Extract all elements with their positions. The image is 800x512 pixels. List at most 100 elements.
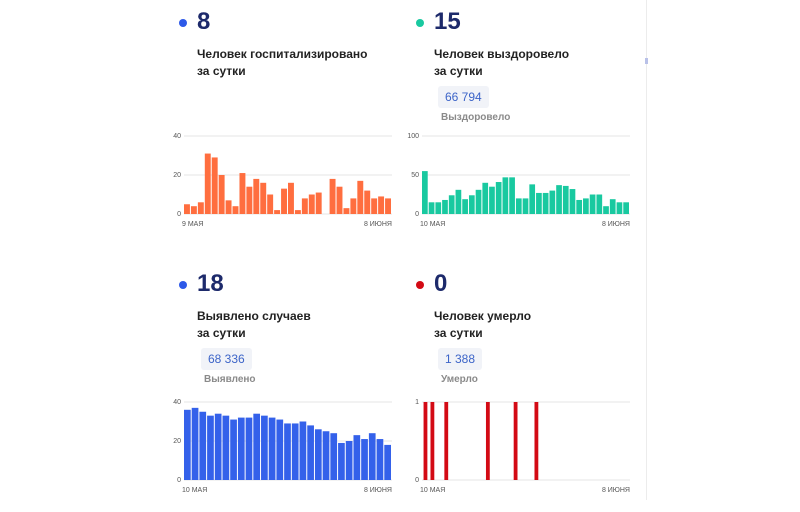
cases-bar	[314, 429, 322, 480]
hospitalized-bar	[232, 206, 239, 214]
deaths-panel: 0 Человек умерло за сутки 1 388 Умерло	[416, 270, 636, 512]
recovered-bar	[502, 177, 509, 214]
cases-bar	[368, 433, 376, 480]
cases-bar	[299, 421, 307, 480]
hospitalized-bar	[329, 178, 336, 214]
cases-bar	[214, 413, 222, 480]
cases-bar	[222, 415, 230, 480]
recovered-bar	[455, 189, 462, 214]
hospitalized-caption: Человек госпитализировано за сутки	[197, 46, 397, 80]
recovered-bar	[462, 199, 468, 214]
cases-bar	[191, 407, 199, 480]
hospitalized-ytick-label: 40	[173, 133, 181, 140]
hospitalized-bar	[197, 202, 204, 214]
cases-bar	[253, 413, 261, 480]
cases-bar	[245, 417, 253, 480]
recovered-ytick-label: 50	[411, 172, 419, 179]
cases-bar	[338, 442, 345, 480]
hospitalized-chart: 0 20 40 9 МАЯ 8 ИЮНЯ	[170, 132, 400, 232]
recovered-bar	[435, 202, 442, 214]
hospitalized-bar	[308, 194, 315, 214]
hospitalized-bar	[274, 210, 281, 214]
hospitalized-bar	[253, 178, 260, 214]
cases-bar	[184, 409, 191, 480]
recovered-bar	[442, 199, 448, 214]
deaths-total-label: Умерло	[441, 374, 478, 385]
cases-bar	[322, 431, 330, 480]
hospitalized-caption-line2: за сутки	[197, 64, 246, 78]
cases-bar	[261, 415, 268, 480]
cases-bar	[237, 417, 245, 480]
recovered-caption: Человек выздоровело за сутки	[434, 46, 634, 80]
hospitalized-x-start-label: 9 МАЯ	[182, 221, 203, 228]
hospitalized-bar	[246, 186, 253, 214]
cases-bar	[284, 423, 291, 480]
deaths-value: 0	[434, 270, 448, 297]
recovered-bar	[522, 198, 529, 214]
hospitalized-caption-line1: Человек госпитализировано	[197, 47, 368, 61]
recovered-ytick-label: 100	[407, 133, 419, 140]
cases-ytick-label: 40	[173, 399, 181, 406]
recovered-bar	[448, 195, 455, 214]
deaths-caption-line2: за сутки	[434, 326, 483, 340]
cases-ytick-label: 20	[173, 438, 181, 445]
recovered-caption-line1: Человек выздоровело	[434, 47, 570, 61]
cases-bar	[330, 433, 338, 480]
deaths-bar	[423, 402, 428, 480]
cases-bar	[230, 419, 237, 480]
hospitalized-bar	[204, 153, 211, 214]
deaths-bar	[444, 402, 449, 480]
deaths-bar	[430, 402, 435, 480]
hospitalized-bar	[315, 192, 322, 214]
hospitalized-ytick-label: 0	[177, 211, 181, 218]
recovered-x-end-label: 8 ИЮНЯ	[602, 221, 630, 228]
scroll-indicator[interactable]	[645, 58, 648, 64]
hospitalized-bar	[378, 196, 385, 214]
recovered-caption-line2: за сутки	[434, 64, 483, 78]
cases-bar	[345, 441, 353, 480]
recovered-bar	[556, 185, 562, 214]
cases-dot	[179, 281, 187, 289]
recovered-total-label: Выздоровело	[441, 112, 511, 123]
recovered-bar	[468, 195, 475, 214]
hospitalized-bar	[281, 188, 287, 214]
cases-chart: 0 20 40 10 МАЯ 8 ИЮНЯ	[170, 398, 400, 498]
hospitalized-bar	[260, 182, 267, 214]
recovered-panel: 15 Человек выздоровело за сутки 66 794 В…	[416, 8, 636, 250]
hospitalized-bar	[364, 190, 371, 214]
hospitalized-bar	[288, 182, 294, 214]
hospitalized-bar	[336, 186, 343, 214]
hospitalized-bar	[343, 208, 350, 214]
cases-bar	[276, 419, 284, 480]
deaths-dot	[416, 281, 424, 289]
cases-bar	[291, 423, 299, 480]
hospitalized-bar	[371, 198, 378, 214]
cases-caption-line1: Выявлено случаев	[197, 309, 311, 323]
hospitalized-bar	[218, 175, 225, 214]
recovered-bar	[515, 198, 522, 214]
cases-bar	[199, 411, 207, 480]
recovered-bar	[609, 199, 616, 214]
cases-bar	[376, 439, 384, 480]
hospitalized-bar	[294, 210, 301, 214]
recovered-bar	[475, 189, 482, 214]
recovered-x-start-label: 10 МАЯ	[420, 221, 445, 228]
cases-bar	[361, 439, 368, 480]
cases-svg: 0 20 40 10 МАЯ 8 ИЮНЯ	[173, 399, 392, 494]
recovered-bar	[428, 202, 435, 214]
recovered-bar	[576, 199, 583, 214]
deaths-ytick-label: 1	[415, 399, 419, 406]
cases-value: 18	[197, 270, 224, 297]
recovered-bar	[529, 184, 536, 214]
recovered-bar	[489, 186, 495, 214]
cases-caption: Выявлено случаев за сутки	[197, 308, 397, 342]
hospitalized-bar	[211, 157, 218, 214]
cases-panel: 18 Выявлено случаев за сутки 68 336 Выяв…	[179, 270, 399, 512]
recovered-total: 66 794	[438, 86, 489, 108]
deaths-bar	[485, 402, 490, 480]
cases-total-label: Выявлено	[204, 374, 256, 385]
cases-ytick-label: 0	[177, 477, 181, 484]
cases-bar	[268, 417, 276, 480]
cases-total: 68 336	[201, 348, 252, 370]
hospitalized-ytick-label: 20	[173, 172, 181, 179]
